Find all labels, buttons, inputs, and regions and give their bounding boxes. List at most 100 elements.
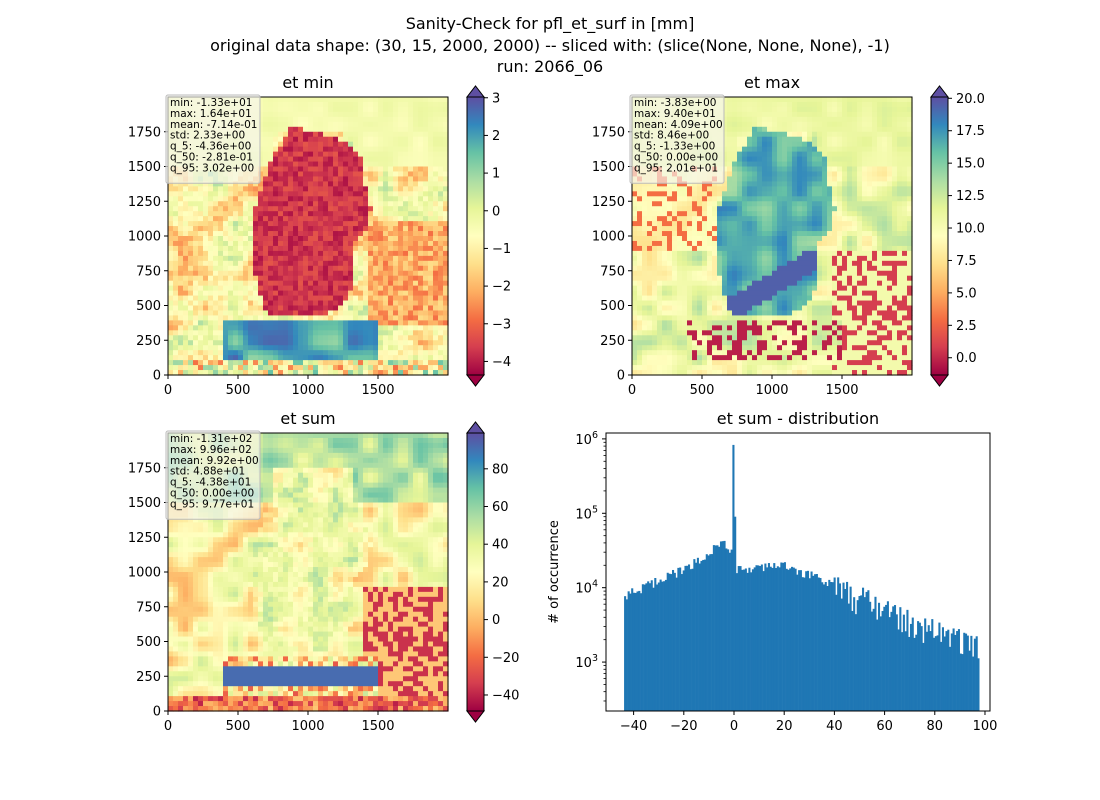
heatmap-cell xyxy=(428,355,434,361)
heatmap-cell xyxy=(443,290,449,297)
heatmap-cell xyxy=(253,186,259,192)
heatmap-cell xyxy=(697,345,703,351)
heatmap-cell xyxy=(243,355,249,361)
heatmap-cell xyxy=(657,181,663,187)
heatmap-cell xyxy=(353,126,359,133)
heatmap-cell xyxy=(413,305,419,312)
heatmap-cell xyxy=(443,300,449,307)
heatmap-cell xyxy=(293,370,299,376)
heatmap-cell xyxy=(687,285,693,292)
heatmap-cell xyxy=(238,216,244,222)
heatmap-cell xyxy=(393,121,399,128)
heatmap-cell xyxy=(283,265,289,272)
heatmap-cell xyxy=(732,161,738,168)
heatmap-cell xyxy=(393,285,399,292)
heatmap-cell xyxy=(647,295,653,302)
heatmap-cell xyxy=(742,121,748,128)
heatmap-cell xyxy=(388,350,394,356)
heatmap-cell xyxy=(707,191,713,197)
heatmap-cell xyxy=(672,201,678,207)
heatmap-cell xyxy=(348,161,354,168)
heatmap-cell xyxy=(722,206,728,212)
heatmap-cell xyxy=(318,176,324,182)
heatmap-cell xyxy=(787,121,793,128)
heatmap-cell xyxy=(752,285,758,292)
heatmap-cell xyxy=(787,126,793,133)
heatmap-cell xyxy=(388,151,394,158)
heatmap-cell xyxy=(438,111,444,118)
heatmap-cell xyxy=(428,315,434,321)
heatmap-cell xyxy=(273,176,279,182)
heatmap-cell xyxy=(238,201,244,207)
heatmap-cell xyxy=(283,226,289,232)
heatmap-cell xyxy=(742,231,748,237)
heatmap-cell xyxy=(303,231,309,237)
heatmap-cell xyxy=(697,320,703,326)
heatmap-cell xyxy=(188,305,194,312)
heatmap-cell xyxy=(772,355,778,361)
heatmap-cell xyxy=(373,221,379,227)
heatmap-cell xyxy=(383,101,389,108)
heatmap-cell xyxy=(263,196,269,202)
heatmap-cell xyxy=(308,265,314,272)
heatmap-cell xyxy=(762,255,768,262)
heatmap-cell xyxy=(672,335,678,341)
heatmap-cell xyxy=(283,191,289,197)
heatmap-cell xyxy=(328,166,334,173)
heatmap-cell xyxy=(443,101,449,108)
heatmap-cell xyxy=(278,126,284,133)
heatmap-cell xyxy=(767,340,773,346)
heatmap-cell xyxy=(428,97,434,103)
heatmap-cell xyxy=(273,370,279,376)
heatmap-cell xyxy=(208,240,214,247)
heatmap-cell xyxy=(188,216,194,222)
heatmap-cell xyxy=(682,245,688,252)
heatmap-cell xyxy=(193,240,199,247)
heatmap-cell xyxy=(732,355,738,361)
heatmap-cell xyxy=(782,221,788,227)
heatmap-cell xyxy=(787,206,793,212)
heatmap-cell xyxy=(398,330,404,336)
heatmap-cell xyxy=(368,370,374,376)
heatmap-cell xyxy=(293,226,299,232)
heatmap-cell xyxy=(228,221,234,227)
heatmap-cell xyxy=(423,325,429,331)
heatmap-cell xyxy=(393,97,399,103)
heatmap-cell xyxy=(697,260,703,267)
heatmap-cell xyxy=(757,250,763,257)
heatmap-cell xyxy=(403,270,409,277)
heatmap-cell xyxy=(353,365,359,371)
heatmap-cell xyxy=(223,191,229,197)
heatmap-cell xyxy=(318,255,324,262)
heatmap-cell xyxy=(393,305,399,312)
heatmap-cell xyxy=(318,111,324,118)
heatmap-cell xyxy=(328,255,334,262)
heatmap-cell xyxy=(712,275,718,282)
heatmap-cell xyxy=(373,181,379,187)
heatmap-cell xyxy=(742,360,748,366)
y-tick-label: 1250 xyxy=(128,195,161,210)
heatmap-cell xyxy=(298,370,304,376)
heatmap-cell xyxy=(283,345,289,351)
heatmap-cell xyxy=(323,320,329,326)
heatmap-cell xyxy=(303,275,309,282)
heatmap-cell xyxy=(178,325,184,331)
heatmap-cell xyxy=(732,136,738,143)
heatmap-cell xyxy=(388,265,394,272)
heatmap-cell xyxy=(293,345,299,351)
heatmap-cell xyxy=(682,295,688,302)
heatmap-cell xyxy=(752,320,758,326)
heatmap-cell xyxy=(398,370,404,376)
heatmap-cell xyxy=(383,270,389,277)
heatmap-cell xyxy=(313,97,319,103)
heatmap-cell xyxy=(298,226,304,232)
heatmap-cell xyxy=(183,290,189,297)
heatmap-cell xyxy=(368,151,374,158)
heatmap-cell xyxy=(787,161,793,168)
heatmap-cell xyxy=(692,186,698,192)
heatmap-cell xyxy=(338,176,344,182)
heatmap-cell xyxy=(403,300,409,307)
heatmap-cell xyxy=(213,231,219,237)
heatmap-cell xyxy=(657,300,663,307)
heatmap-cell xyxy=(662,315,668,321)
